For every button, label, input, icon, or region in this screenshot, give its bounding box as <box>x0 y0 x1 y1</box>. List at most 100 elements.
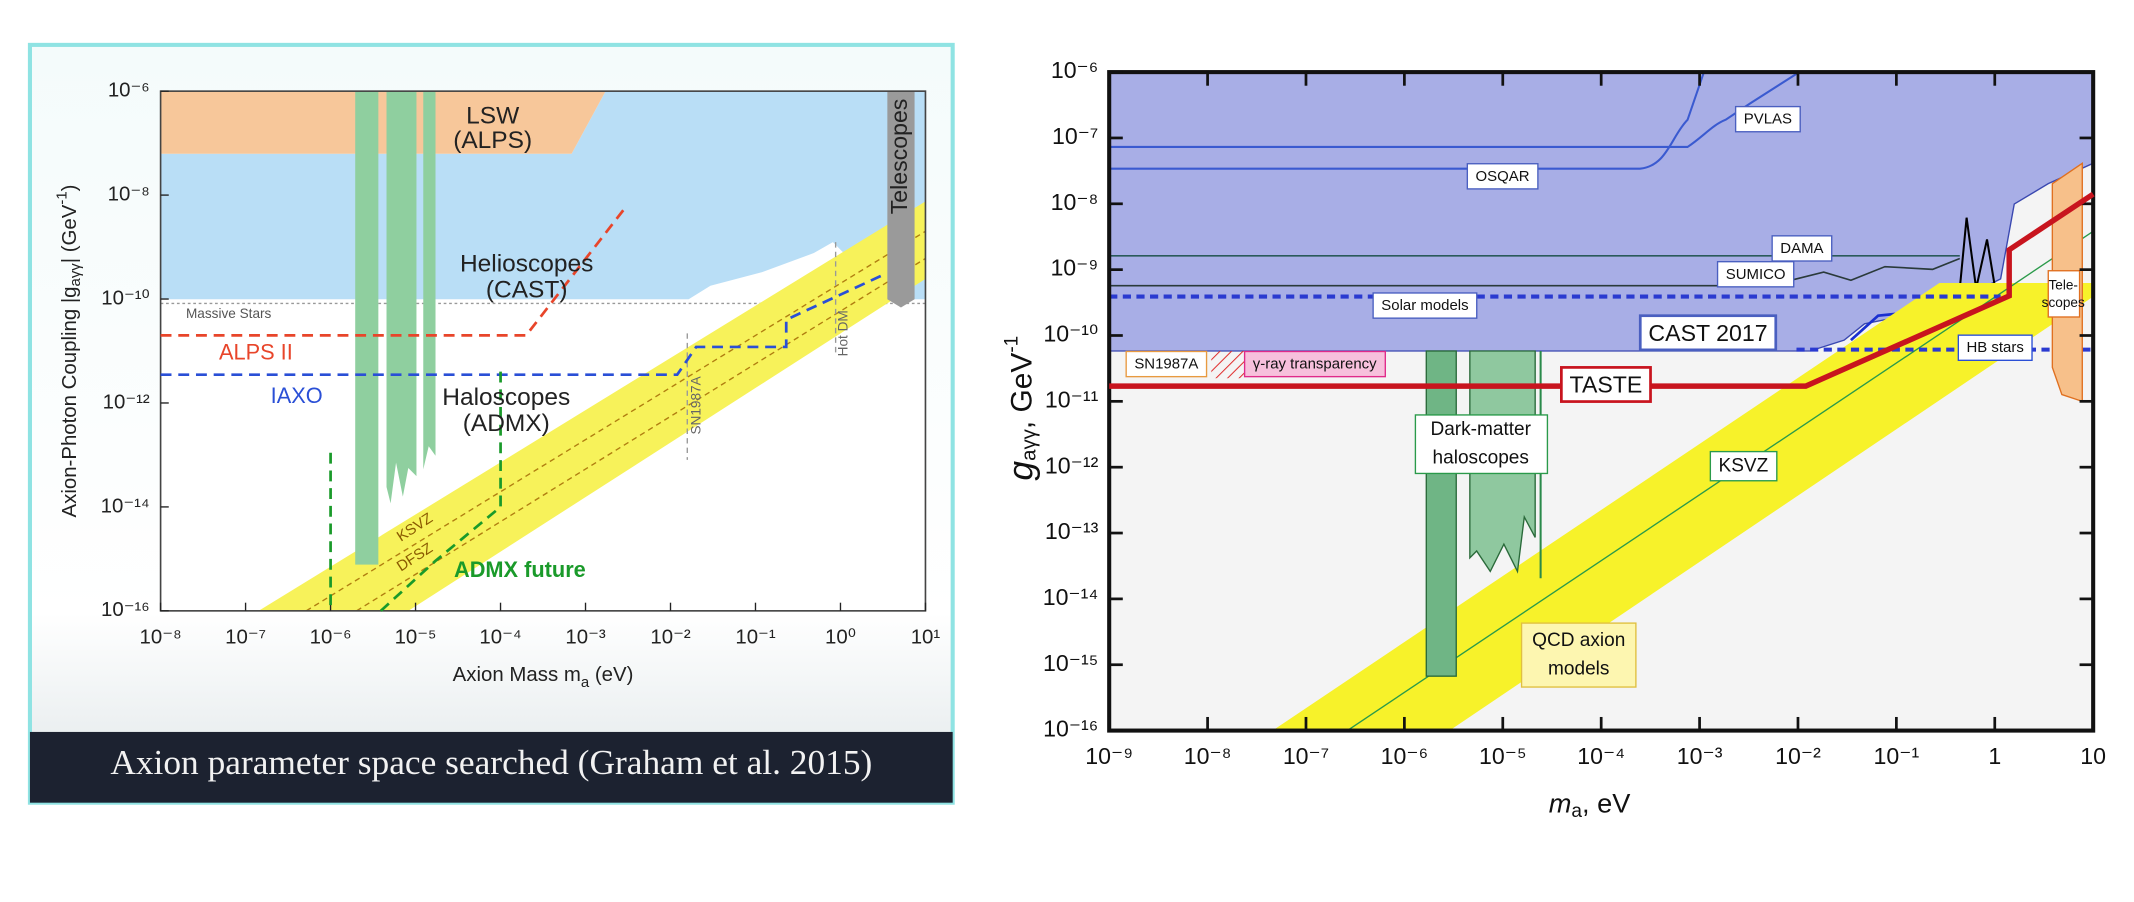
y-tick-label: 10⁻¹⁶ <box>1043 716 1098 742</box>
x-tick-label: 10⁻³ <box>1677 743 1723 769</box>
chart-marks: 10⁻⁸ 10⁻⁷ 10⁻⁶ 10⁻⁵ 10⁻⁴ 10⁻³ 10⁻² 10⁻¹ 10⁰ 10¹ 10… <box>101 57 2106 769</box>
x-tick-label: 10⁻⁵ <box>395 626 437 648</box>
annotation: KSVZ <box>1719 456 1769 477</box>
y-label-sup: -1 <box>1002 336 1023 353</box>
y-tick-label: 10⁻⁸ <box>1051 189 1099 215</box>
excluded-region <box>160 91 926 300</box>
label-box <box>1560 366 1652 403</box>
lsw-region <box>160 91 606 154</box>
osqar-line <box>1109 71 1705 170</box>
annotation: (CAST) <box>486 277 568 304</box>
x-label-sub: a <box>581 674 590 691</box>
label-box <box>1243 350 1386 378</box>
x-tick-label: 10⁻⁸ <box>140 626 182 648</box>
x-tick-label: 10⁻⁷ <box>225 626 266 648</box>
series-label: TASTE <box>1570 371 1643 397</box>
telescopes-region <box>887 91 915 308</box>
annotation: γ-ray transparency <box>1253 356 1377 373</box>
qcd-band <box>258 201 926 611</box>
dfsz-line <box>356 257 926 612</box>
x-label-sub: a <box>1571 801 1582 822</box>
x-tick-label: 10¹ <box>911 626 941 648</box>
haloscope-region <box>386 91 417 504</box>
label-box <box>1372 292 1478 319</box>
y-label-part: ) <box>59 185 81 192</box>
y-tick-label: 10⁻¹⁰ <box>1043 321 1098 347</box>
annotation: scopes <box>2042 295 2085 310</box>
x-tick-label: 10⁻² <box>650 626 690 648</box>
label-box <box>1638 314 1778 352</box>
y-label-part: | (GeV <box>59 204 81 263</box>
annotation: Telescopes <box>886 99 912 215</box>
annotation: Hot DM <box>835 310 850 356</box>
x-tick-label: 10⁻⁷ <box>1283 743 1329 769</box>
annotation: Dark-matter <box>1430 419 1531 440</box>
x-label-part: (eV) <box>589 665 633 687</box>
x-tick-label: 10⁰ <box>825 626 856 648</box>
y-tick-label: 10⁻¹⁴ <box>1043 584 1099 610</box>
x-tick-label: 1 <box>1988 743 2001 769</box>
annotation: (ALPS) <box>453 127 532 154</box>
x-tick-label: 10⁻¹ <box>735 626 775 648</box>
ksvz-line <box>305 230 926 612</box>
label-box <box>1466 163 1539 190</box>
y-tick-label: 10⁻⁶ <box>108 80 150 102</box>
x-tick-label: 10⁻⁶ <box>310 626 352 648</box>
caption-band <box>29 731 953 803</box>
label-box <box>1709 450 1778 482</box>
y-tick-label: 10⁻¹⁵ <box>1043 650 1098 676</box>
x-tick-label: 10⁻⁸ <box>1184 743 1232 769</box>
label-box <box>1414 414 1549 475</box>
y-tick-label: 10⁻⁸ <box>108 183 150 205</box>
left-panel: Axion Mass ma (eV) Axion-Photon Coupling… <box>27 42 955 805</box>
y-tick-label: 10⁻¹⁴ <box>101 495 150 517</box>
y-tick-label: 10⁻⁹ <box>1050 255 1098 281</box>
annotation: SN1987A <box>1134 356 1198 373</box>
haloscope-region <box>1425 350 1457 677</box>
x-tick-label: 10⁻³ <box>565 626 605 648</box>
y-axis-label: gaγγ, GeV-1 <box>1002 336 1041 481</box>
x-tick-label: 10⁻¹ <box>1874 743 1920 769</box>
x-tick-label: 10⁻⁶ <box>1381 743 1428 769</box>
x-tick-label: 10⁻⁹ <box>1085 743 1133 769</box>
annotation: haloscopes <box>1433 448 1529 469</box>
series-line <box>329 371 502 612</box>
label-box <box>1125 350 1208 378</box>
annotation: (ADMX) <box>463 410 550 437</box>
annotation: Tele- <box>2048 277 2077 292</box>
y-label-part: g <box>1002 461 1041 481</box>
y-tick-label: 10⁻¹⁰ <box>101 287 149 309</box>
y-label-sup: -1 <box>54 191 71 204</box>
series-label: ALPS II <box>219 339 293 364</box>
x-tick-label: 10⁻² <box>1775 743 1821 769</box>
y-tick-label: 10⁻¹⁶ <box>101 599 150 621</box>
annotation: Haloscopes <box>442 384 570 411</box>
series-line <box>160 273 886 377</box>
series-label: ADMX future <box>454 557 586 582</box>
y-tick-label: 10⁻¹¹ <box>1045 386 1099 412</box>
right-panel: ma, eV gaγγ, GeV-1 <box>982 47 2134 823</box>
y-tick-label: 10⁻⁶ <box>1051 57 1098 83</box>
y-label-part: Axion-Photon Coupling |g <box>59 286 81 517</box>
x-tick-label: 10 <box>2080 743 2106 769</box>
y-tick-label: 10⁻¹³ <box>1045 518 1099 544</box>
y-tick-label: 10⁻¹² <box>1045 452 1099 478</box>
y-label-part: , GeV <box>1005 353 1038 430</box>
plot-frame <box>159 90 927 612</box>
y-tick-label: 10⁻¹² <box>103 391 150 413</box>
annotation: Solar models <box>1381 297 1468 314</box>
x-tick-label: 10⁻⁴ <box>1577 743 1625 769</box>
x-tick-label: 10⁻⁴ <box>479 626 521 648</box>
annotation: LSW <box>466 102 520 129</box>
haloscope-region <box>423 91 436 470</box>
annotation: models <box>1548 658 1609 679</box>
annotation: OSQAR <box>1475 168 1529 185</box>
annotation: PVLAS <box>1744 111 1792 128</box>
hatched-region <box>1211 351 1246 379</box>
annotation: Massive Stars <box>186 306 272 321</box>
x-axis-label: ma, eV <box>1549 788 1632 823</box>
label-box <box>1771 235 1833 262</box>
label-box <box>1734 105 1801 133</box>
x-label-part: m <box>1549 788 1572 819</box>
annotation: DAMA <box>1780 240 1823 257</box>
